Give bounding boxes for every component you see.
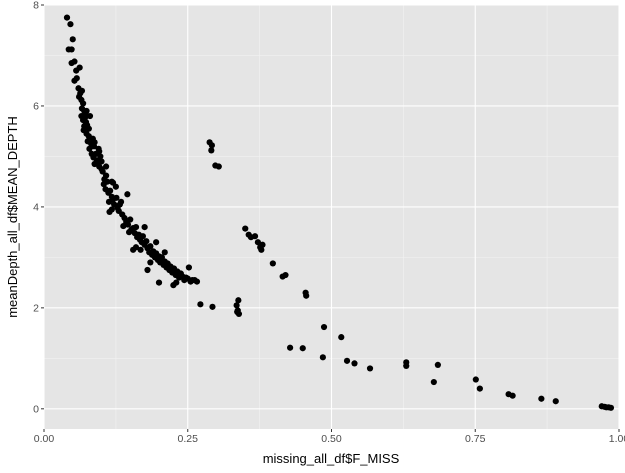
data-point	[509, 392, 516, 399]
data-point	[319, 354, 326, 361]
data-point	[109, 179, 117, 186]
data-point	[71, 58, 78, 65]
data-point	[197, 301, 204, 308]
data-point	[303, 292, 310, 299]
x-tick-label: 0.00	[34, 433, 55, 445]
y-tick-label: 4	[33, 201, 39, 213]
data-point	[103, 163, 110, 170]
data-point	[73, 75, 80, 82]
data-point	[552, 398, 559, 405]
data-point	[85, 125, 92, 132]
data-point	[90, 143, 98, 150]
data-point	[126, 229, 133, 236]
data-point	[193, 278, 201, 285]
x-axis-ticks: 0.00 0.25 0.50 0.75 1.00	[34, 429, 625, 445]
data-point	[137, 246, 144, 253]
x-tick-label: 0.75	[465, 433, 486, 445]
x-tick-label: 0.50	[321, 433, 342, 445]
data-point	[143, 238, 150, 245]
data-point	[287, 344, 294, 351]
data-point	[124, 191, 131, 198]
data-point	[434, 361, 441, 368]
y-axis-ticks: 0 2 4 6 8	[33, 0, 44, 415]
data-point	[153, 239, 160, 246]
data-point	[127, 216, 134, 223]
y-tick-label: 6	[33, 100, 39, 112]
data-point	[124, 221, 132, 228]
data-point	[209, 303, 216, 310]
y-axis-title: meanDepth_all_df$MEAN_DEPTH	[5, 116, 20, 318]
data-point	[476, 385, 483, 392]
data-point	[472, 376, 479, 383]
data-point	[83, 107, 90, 115]
data-point	[242, 225, 249, 232]
data-point	[86, 112, 94, 120]
data-point	[299, 345, 306, 352]
y-tick-label: 8	[33, 0, 39, 12]
data-point	[233, 302, 240, 309]
x-tick-label: 0.25	[178, 433, 199, 445]
x-tick-label: 1.00	[609, 433, 625, 445]
data-point	[234, 308, 241, 315]
data-point	[251, 233, 259, 240]
data-point	[173, 279, 180, 286]
data-point	[68, 46, 75, 53]
data-point	[147, 243, 154, 250]
data-point	[430, 378, 437, 386]
data-point	[103, 172, 110, 179]
data-point	[99, 168, 106, 175]
data-point	[69, 36, 76, 43]
data-point	[132, 223, 140, 231]
data-points	[63, 14, 615, 411]
data-point	[215, 163, 222, 170]
data-point	[98, 158, 105, 165]
data-point	[259, 241, 266, 248]
data-point	[351, 360, 358, 367]
data-point	[343, 357, 351, 364]
data-point	[269, 260, 276, 267]
data-point	[117, 198, 125, 205]
major-gridlines	[43, 4, 620, 429]
data-point	[607, 404, 615, 411]
data-point	[78, 87, 86, 94]
x-axis-title: missing_all_df$F_MISS	[263, 451, 400, 466]
data-point	[185, 264, 192, 271]
data-point	[282, 271, 289, 279]
data-point	[63, 14, 71, 21]
data-point	[147, 259, 154, 266]
data-point	[97, 153, 104, 160]
y-tick-label: 2	[33, 302, 39, 314]
data-point	[208, 147, 215, 154]
data-point	[538, 395, 545, 402]
data-point	[76, 64, 83, 71]
data-point	[258, 246, 265, 253]
data-point	[366, 365, 374, 372]
data-point	[141, 223, 148, 231]
data-point	[100, 181, 107, 188]
data-point	[338, 334, 345, 341]
data-point	[96, 148, 103, 155]
data-point	[235, 297, 242, 304]
data-point	[161, 249, 168, 256]
data-point	[144, 266, 151, 274]
data-point	[86, 145, 93, 152]
data-point	[80, 100, 87, 107]
data-point	[403, 362, 410, 370]
data-point	[139, 233, 146, 240]
data-point	[130, 246, 137, 253]
data-point	[320, 323, 328, 331]
data-point	[254, 239, 261, 246]
data-point	[67, 21, 74, 28]
data-point	[107, 187, 114, 194]
data-point	[113, 194, 120, 201]
data-point	[155, 279, 163, 286]
data-point	[108, 206, 115, 213]
y-tick-label: 0	[33, 403, 39, 415]
data-point	[208, 142, 215, 149]
